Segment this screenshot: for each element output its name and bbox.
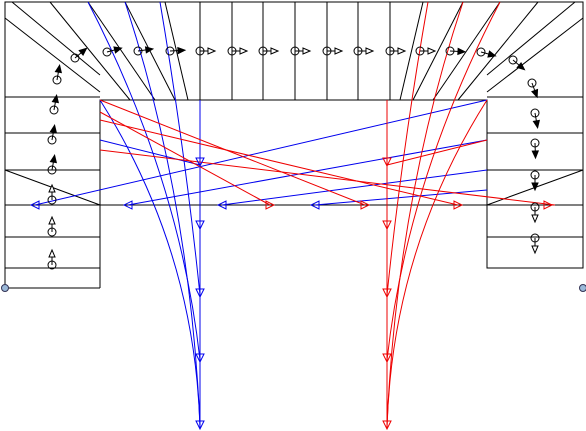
marker <box>195 353 205 364</box>
winder-line <box>11 1 101 76</box>
arrow-head <box>531 182 539 192</box>
marker <box>29 200 40 210</box>
marker <box>382 353 392 364</box>
marker <box>309 200 320 210</box>
blue-curve <box>124 1 201 426</box>
step-marker <box>70 53 80 63</box>
step-marker <box>530 108 540 118</box>
arrow-head <box>207 47 217 55</box>
step-marker <box>49 105 59 115</box>
arrow-head <box>48 248 56 258</box>
marker <box>382 220 392 231</box>
arrow-head <box>144 46 155 54</box>
arrow-head <box>487 50 497 58</box>
blue-guide <box>99 139 201 166</box>
arrow-head <box>177 46 187 55</box>
arrow-head <box>531 245 539 255</box>
red-guide <box>386 139 488 166</box>
arrow-head <box>49 123 58 134</box>
step-marker <box>508 55 518 65</box>
marker <box>453 200 464 210</box>
blue-curve <box>87 1 201 361</box>
arrow-head <box>334 47 344 55</box>
marker <box>122 200 133 210</box>
marker <box>382 288 392 299</box>
step-marker <box>527 78 537 88</box>
marker <box>382 157 392 168</box>
marker <box>195 157 205 168</box>
arrow-head <box>270 47 280 55</box>
arrow-head <box>457 47 467 56</box>
arrow-head <box>49 153 58 164</box>
marker <box>360 200 371 210</box>
red-guide <box>99 119 459 206</box>
arrow-head <box>302 47 312 55</box>
blue-curve <box>159 1 201 296</box>
red-guide <box>99 111 271 206</box>
step-marker <box>47 135 57 145</box>
arrow-head <box>516 61 526 71</box>
red-curve <box>386 1 429 296</box>
arrow-head <box>48 183 56 193</box>
blue-guide <box>34 99 488 206</box>
winder-line <box>457 1 539 101</box>
step-marker <box>52 75 62 85</box>
arrow-head <box>78 47 88 57</box>
winder-line <box>4 17 101 93</box>
arrow-head <box>54 63 63 74</box>
arrow-head <box>51 93 60 104</box>
winder-line <box>87 1 156 101</box>
marker <box>195 288 205 299</box>
winder-line <box>399 1 424 101</box>
red-guide <box>99 149 556 206</box>
step-marker <box>133 46 143 56</box>
winder-line <box>486 1 576 76</box>
blue-guide <box>314 189 488 206</box>
marker <box>195 220 205 231</box>
arrow-head <box>113 46 123 54</box>
arrow-head <box>531 214 539 224</box>
arrow-head <box>532 119 541 130</box>
arrow-head <box>365 47 375 55</box>
arrow-head <box>427 47 437 55</box>
arrow-head <box>397 47 407 55</box>
corner-node <box>1 284 9 292</box>
arrow-head <box>531 150 540 160</box>
marker <box>195 420 205 431</box>
blue-guide <box>127 139 488 206</box>
marker <box>265 200 276 210</box>
arrow-head <box>48 215 56 225</box>
marker <box>382 420 392 431</box>
step-marker <box>102 47 112 57</box>
red-curve <box>386 1 501 361</box>
red-curve <box>386 1 464 426</box>
step-marker <box>476 47 486 57</box>
marker <box>216 200 227 210</box>
winder-line <box>412 1 464 101</box>
marker <box>543 200 554 210</box>
arrow-head <box>239 47 249 55</box>
winder-line <box>486 17 584 93</box>
red-guide <box>99 99 366 206</box>
step-marker <box>47 165 57 175</box>
blue-guide <box>221 169 488 206</box>
winder-line <box>49 1 131 101</box>
arrow-head <box>531 88 539 99</box>
corner-node <box>579 284 586 292</box>
winder-line <box>432 1 501 101</box>
